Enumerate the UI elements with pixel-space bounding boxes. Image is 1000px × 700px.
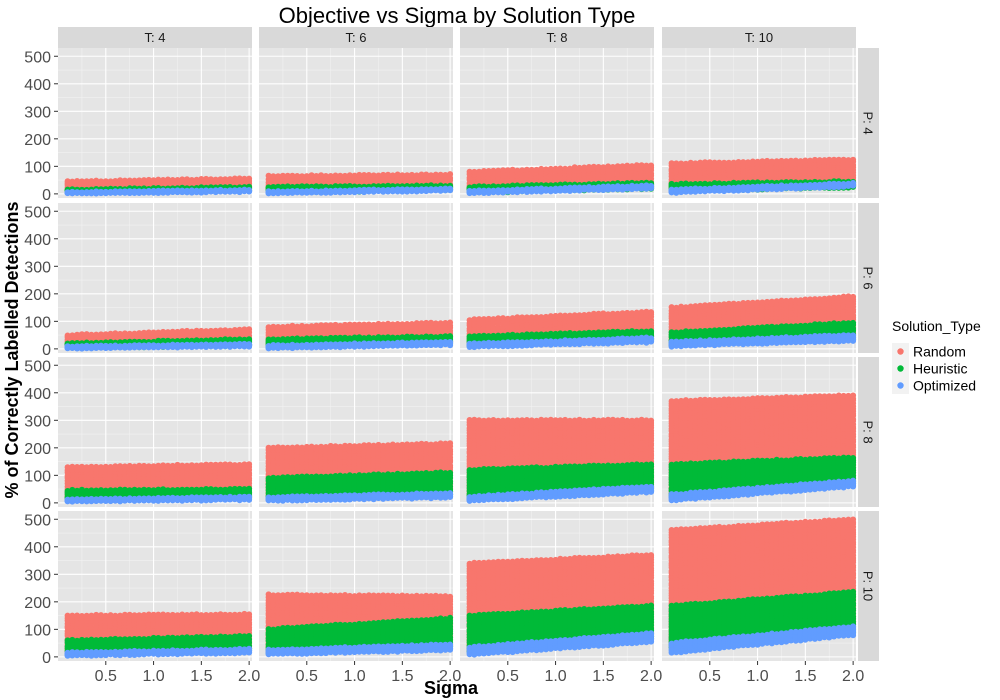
data-point-random — [207, 176, 214, 183]
data-point-random — [117, 177, 124, 184]
data-point-random — [231, 175, 238, 182]
facet-col-label: T: 8 — [547, 30, 568, 45]
facet-panel — [662, 48, 857, 198]
data-point-random — [179, 176, 186, 183]
data-point-random — [141, 177, 147, 184]
data-point-optimized — [246, 187, 253, 193]
data-point-random — [93, 177, 100, 184]
data-point-random — [107, 178, 114, 185]
data-point-random — [155, 176, 162, 183]
data-point-random — [126, 177, 133, 184]
facet-panel — [259, 203, 454, 353]
facet-row-strip — [858, 511, 879, 661]
data-point-random — [121, 177, 128, 184]
data-point-optimized — [648, 183, 655, 190]
data-point-heuristic — [447, 333, 454, 340]
data-point-random — [447, 171, 454, 178]
facet-col-label: T: 10 — [745, 30, 773, 45]
facet-grid: T: 4 T: 6 T: 8 T: 10P: 4P: 6P: 8P: 10010020… — [24, 27, 879, 685]
data-point-random — [136, 177, 143, 184]
data-point-random — [188, 177, 195, 183]
data-point-random — [169, 177, 176, 183]
facet-row-label: P: 8 — [861, 420, 876, 443]
data-point-optimized — [447, 185, 454, 192]
data-point-random — [102, 178, 109, 185]
data-point-random — [222, 176, 229, 183]
x-axis-title: Sigma — [424, 678, 479, 698]
facet-row-label: P: 4 — [861, 111, 876, 134]
facet-col-label: T: 4 — [145, 30, 166, 45]
data-point-random — [217, 176, 224, 183]
data-point-random — [64, 178, 71, 185]
facet-row-strip — [858, 203, 879, 353]
data-point-random — [88, 178, 95, 185]
data-point-random — [447, 319, 454, 326]
facet-col-strip — [58, 27, 252, 48]
data-point-random — [850, 156, 857, 163]
facet-row-label: P: 10 — [861, 571, 876, 601]
facet-panel — [58, 203, 253, 353]
data-point-random — [246, 175, 253, 182]
data-point-random — [203, 175, 210, 182]
data-point-random — [69, 178, 76, 185]
data-point-random — [145, 176, 152, 183]
facet-row-label: P: 6 — [861, 266, 876, 289]
facet-panel — [58, 48, 253, 198]
facet-row-strip — [858, 48, 879, 198]
data-point-random — [98, 178, 104, 185]
data-point-random — [164, 176, 171, 183]
data-point-random — [74, 178, 81, 184]
data-point-random — [184, 176, 190, 183]
facet-panel — [460, 203, 655, 353]
data-point-random — [160, 177, 167, 183]
facet-col-strip — [259, 27, 453, 48]
data-point-random — [212, 176, 219, 183]
data-point-random — [198, 176, 205, 182]
y-axis-title: % of Correctly Labelled Detections — [2, 201, 22, 498]
data-point-optimized — [850, 179, 857, 186]
data-point-optimized — [447, 339, 454, 346]
facet-col-label: T: 6 — [346, 30, 367, 45]
data-point-random — [112, 178, 119, 184]
data-point-random — [174, 177, 181, 183]
data-point-random — [193, 176, 200, 183]
data-point-random — [150, 177, 157, 184]
facet-row-strip — [858, 357, 879, 507]
data-point-optimized — [246, 341, 253, 348]
data-point-random — [83, 178, 90, 185]
data-point-random — [648, 162, 655, 169]
chart-title: Objective vs Sigma by Solution Type — [279, 3, 636, 28]
data-point-random — [78, 178, 85, 185]
facet-col-strip — [662, 27, 856, 48]
panel-background — [58, 48, 252, 198]
facet-col-strip — [460, 27, 654, 48]
facet-panel — [460, 48, 655, 198]
data-point-random — [241, 175, 248, 182]
data-point-random — [131, 177, 138, 184]
data-point-random — [236, 175, 243, 182]
data-point-random — [227, 176, 233, 183]
data-point-random — [246, 326, 253, 333]
facet-panel — [259, 48, 454, 198]
